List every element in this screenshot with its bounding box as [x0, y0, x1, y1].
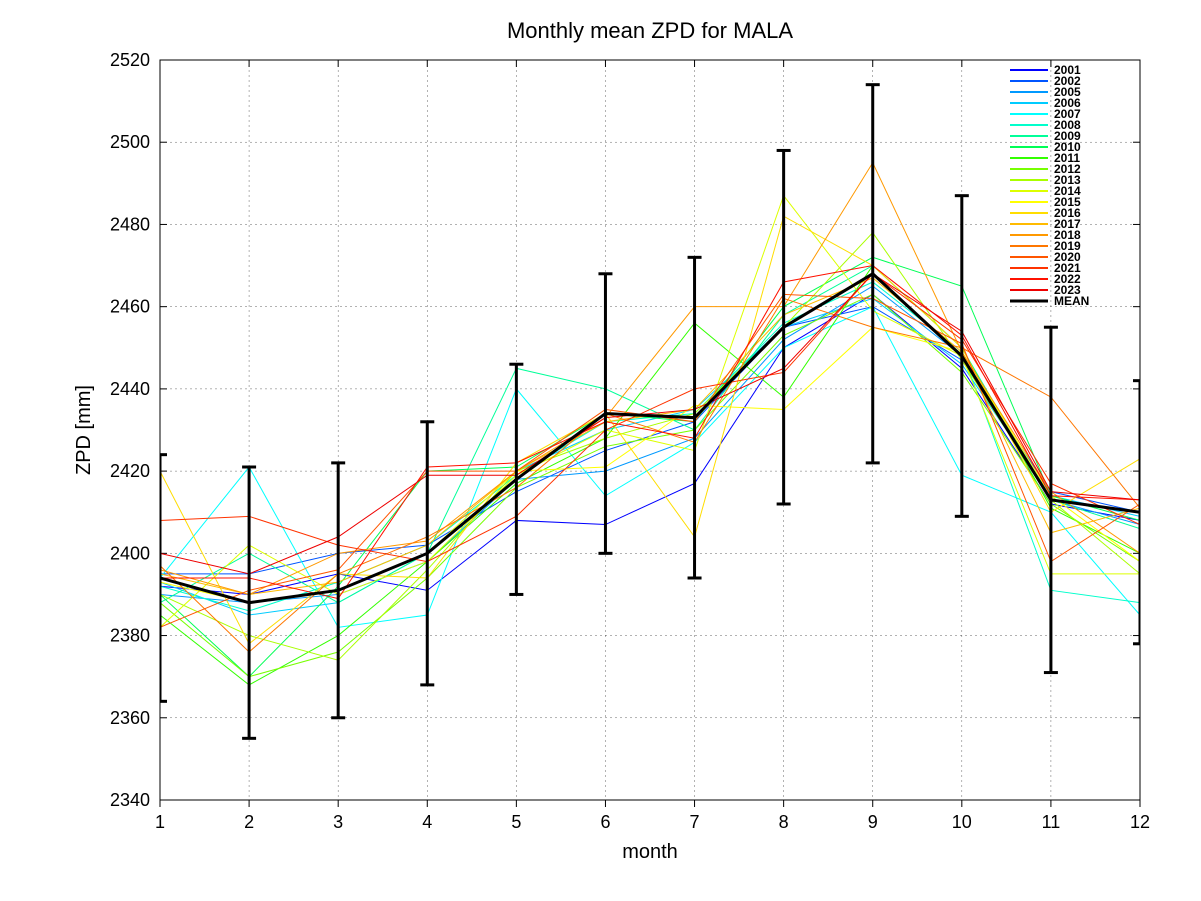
x-tick-label: 4: [422, 812, 432, 832]
x-tick-label: 1: [155, 812, 165, 832]
legend-item: MEAN: [1054, 294, 1089, 308]
y-tick-label: 2400: [110, 543, 150, 563]
y-tick-label: 2420: [110, 461, 150, 481]
x-tick-label: 10: [952, 812, 972, 832]
chart-title: Monthly mean ZPD for MALA: [507, 18, 793, 43]
x-tick-label: 9: [868, 812, 878, 832]
y-tick-label: 2340: [110, 790, 150, 810]
y-axis-label: ZPD [mm]: [73, 385, 95, 475]
x-tick-label: 3: [333, 812, 343, 832]
y-tick-label: 2500: [110, 132, 150, 152]
zpd-chart: 1234567891011122340236023802400242024402…: [0, 0, 1201, 901]
x-tick-label: 6: [600, 812, 610, 832]
x-tick-label: 7: [690, 812, 700, 832]
y-tick-label: 2480: [110, 214, 150, 234]
y-tick-label: 2520: [110, 50, 150, 70]
y-tick-label: 2360: [110, 708, 150, 728]
chart-container: 1234567891011122340236023802400242024402…: [0, 0, 1201, 901]
x-tick-label: 11: [1042, 812, 1061, 832]
x-tick-label: 2: [244, 812, 254, 832]
y-tick-label: 2460: [110, 297, 150, 317]
x-tick-label: 8: [779, 812, 789, 832]
y-tick-label: 2440: [110, 379, 150, 399]
x-axis-label: month: [622, 841, 678, 863]
x-tick-label: 12: [1130, 812, 1150, 832]
x-tick-label: 5: [511, 812, 521, 832]
y-tick-label: 2380: [110, 626, 150, 646]
